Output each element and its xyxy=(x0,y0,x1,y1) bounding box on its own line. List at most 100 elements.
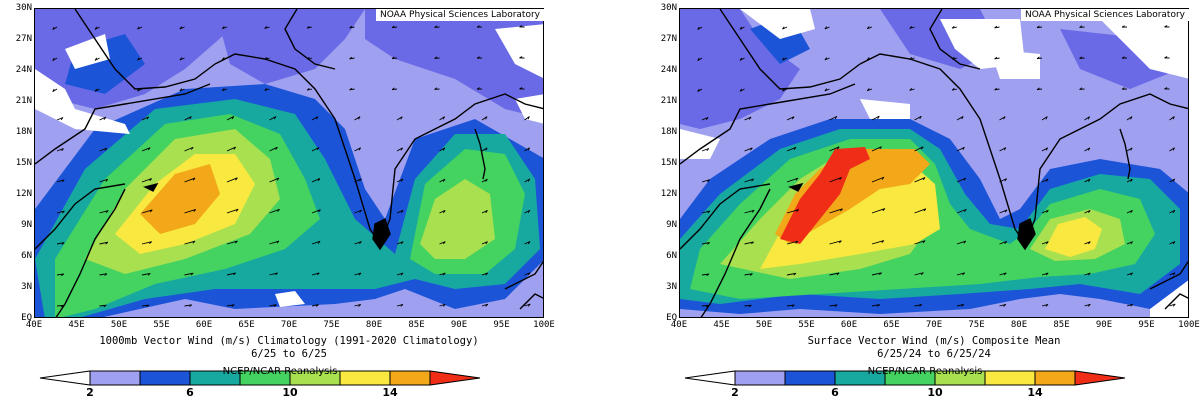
wind-vector-head xyxy=(750,147,753,151)
credit-label: NOAA Physical Sciences Laboratory xyxy=(1020,9,1189,21)
wind-vector-head xyxy=(963,177,967,181)
wind-vector-head xyxy=(751,178,754,182)
lat-label: 21N xyxy=(15,96,32,106)
wind-vector xyxy=(354,304,361,307)
wind-vector xyxy=(226,146,236,152)
wind-vector xyxy=(1169,116,1175,121)
wind-vector-head xyxy=(442,241,446,245)
wind-vector-head xyxy=(919,116,922,120)
wind-vector xyxy=(184,116,192,121)
colorbar-tick: 2 xyxy=(731,386,739,399)
lat-label: 30N xyxy=(660,3,677,13)
wind-vector-head xyxy=(349,87,353,91)
lat-label: 27N xyxy=(660,34,677,44)
wind-vector xyxy=(1084,241,1091,245)
wind-vector-head xyxy=(61,148,64,152)
wind-vector-head xyxy=(951,25,955,29)
wind-vector-head xyxy=(705,304,709,308)
wind-vector-head xyxy=(1045,178,1049,182)
wind-vector-head xyxy=(1172,116,1175,120)
wind-vector-head xyxy=(264,56,268,60)
wind-vector-head xyxy=(400,272,404,276)
wind-vector xyxy=(439,241,446,245)
colorbar-tick: 6 xyxy=(186,386,194,399)
wind-vector xyxy=(1084,209,1091,214)
wind-vector xyxy=(269,116,277,121)
wind-vector xyxy=(786,146,797,152)
wind-vector-head xyxy=(442,116,445,120)
wind-vector-head xyxy=(52,26,55,30)
wind-vector xyxy=(956,304,964,307)
wind-vector-head xyxy=(275,146,278,150)
wind-vector-head xyxy=(190,146,194,150)
wind-vector xyxy=(481,272,488,276)
wind-vector-head xyxy=(316,147,320,151)
wind-vector-head xyxy=(519,25,523,28)
wind-vector-head xyxy=(233,146,236,150)
wind-vector-head xyxy=(1130,116,1133,120)
wind-vector xyxy=(439,303,446,307)
wind-vector-head xyxy=(52,57,55,61)
wind-vector-head xyxy=(1003,116,1006,120)
wind-vector xyxy=(354,272,362,276)
wind-vector-head xyxy=(1079,25,1083,28)
wind-vector xyxy=(1126,303,1133,307)
wind-vector-head xyxy=(1172,303,1176,307)
wind-vector-head xyxy=(400,178,404,182)
wind-vector-head xyxy=(1003,147,1007,151)
wind-vector xyxy=(999,240,1007,245)
lon-label: 95E xyxy=(1138,320,1155,330)
wind-vector xyxy=(1169,147,1175,152)
wind-vector-head xyxy=(961,116,964,120)
wind-vector-head xyxy=(840,208,843,212)
lat-label: 12N xyxy=(15,189,32,199)
wind-vector-head xyxy=(519,87,523,90)
lon-label: 50E xyxy=(755,320,773,330)
wind-vector xyxy=(744,209,755,214)
wind-vector-head xyxy=(442,304,446,307)
wind-vector-head xyxy=(1045,304,1049,307)
wind-vector-head xyxy=(782,88,785,92)
wind-vector-head xyxy=(1004,209,1008,213)
wind-vector xyxy=(829,208,843,214)
wind-vector-head xyxy=(61,179,65,183)
wind-vector-head xyxy=(793,272,797,276)
wind-vector-head xyxy=(866,88,870,91)
wind-vector-head xyxy=(519,56,523,59)
wind-vector-head xyxy=(1045,272,1049,276)
wind-vector-head xyxy=(1087,272,1091,276)
wind-vector xyxy=(439,116,445,121)
wind-vector xyxy=(914,272,924,276)
wind-vector-head xyxy=(359,241,362,245)
wind-vector-head xyxy=(149,241,152,244)
wind-vector-head xyxy=(193,209,197,212)
wind-vector xyxy=(914,115,922,121)
wind-vector-head xyxy=(921,146,924,150)
wind-vector xyxy=(914,208,927,214)
wind-vector-head xyxy=(359,209,362,213)
wind-vector xyxy=(354,147,361,152)
wind-vector-head xyxy=(105,241,109,245)
wind-vector-head xyxy=(751,209,755,213)
wind-vector xyxy=(999,272,1007,276)
wind-vector-head xyxy=(179,88,183,92)
wind-vector-head xyxy=(1172,210,1176,214)
wind-vector xyxy=(914,304,922,307)
wind-vector xyxy=(1169,178,1175,183)
wind-vector xyxy=(1041,241,1049,245)
wind-vector-head xyxy=(233,272,237,276)
wind-vector-head xyxy=(1121,56,1125,59)
wind-vector-head xyxy=(443,210,446,214)
wind-vector-head xyxy=(791,116,795,120)
lat-label: EQ xyxy=(666,313,677,323)
wind-vector xyxy=(99,273,108,276)
wind-vector xyxy=(269,304,277,307)
wind-vector-head xyxy=(824,26,828,30)
wind-vector-head xyxy=(1172,272,1176,276)
wind-vector-head xyxy=(748,304,752,308)
wind-vector-head xyxy=(963,240,967,244)
lat-label: 3N xyxy=(666,282,677,292)
wind-vector-head xyxy=(824,57,828,61)
wind-vector-head xyxy=(1088,178,1091,182)
wind-vector-head xyxy=(94,26,98,30)
